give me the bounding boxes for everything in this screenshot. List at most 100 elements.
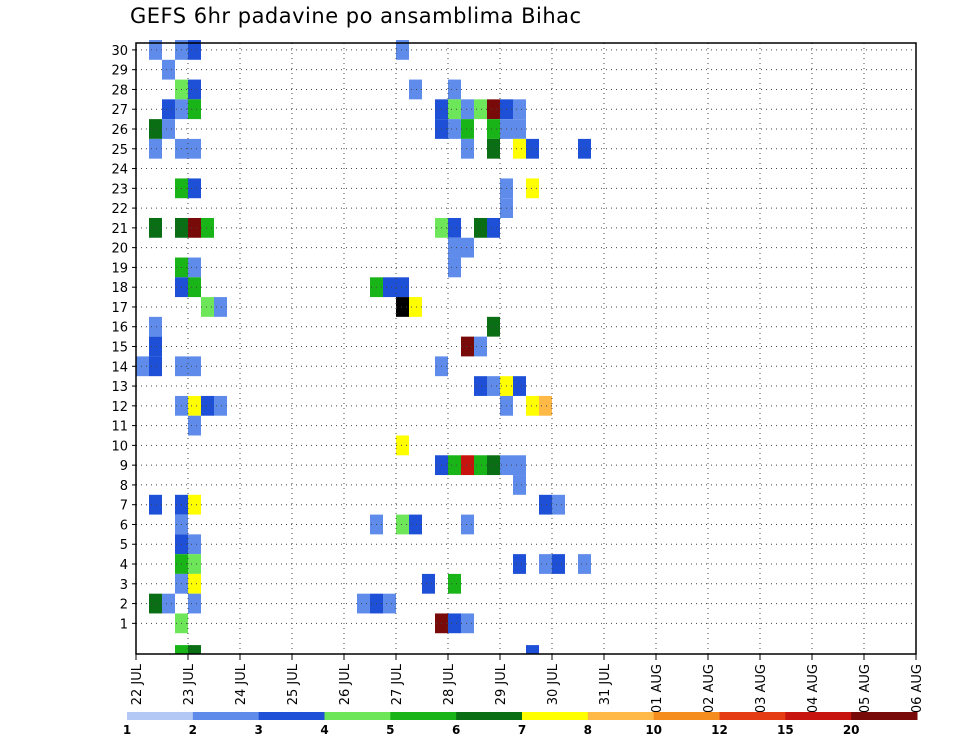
data-cell (214, 297, 227, 317)
data-cell (526, 645, 539, 654)
data-cell (461, 613, 474, 634)
data-cell (422, 573, 435, 594)
data-cell (396, 435, 409, 456)
x-tick-label: 04 AUG (806, 664, 821, 713)
data-cell (188, 395, 201, 416)
data-cell (526, 395, 539, 416)
y-tick-label: 10 (111, 439, 128, 454)
colorbar-segment (653, 712, 720, 720)
data-cell (188, 494, 201, 515)
colorbar-segment (127, 712, 194, 720)
data-cell (188, 40, 201, 60)
data-cell (396, 277, 409, 298)
y-tick-label: 8 (120, 479, 128, 494)
y-tick-label: 6 (120, 518, 128, 533)
data-cell (396, 297, 409, 317)
colorbar-segment (258, 712, 325, 720)
data-cell (188, 593, 201, 614)
x-tick-label: 01 AUG (650, 664, 665, 713)
x-tick-label: 24 JUL (234, 663, 249, 705)
data-cell (474, 336, 487, 357)
data-cell (409, 79, 422, 100)
data-cell (214, 395, 227, 416)
data-cell (526, 178, 539, 199)
x-tick-label: 22 JUL (130, 663, 145, 705)
data-cell (149, 316, 162, 337)
colorbar-segment (851, 712, 918, 720)
data-cell (149, 119, 162, 139)
colorbar-segment (456, 712, 523, 720)
data-cell (487, 138, 500, 159)
data-cell (396, 514, 409, 535)
plot-frame (135, 42, 917, 655)
colorbar-segment (324, 712, 391, 720)
data-cell (149, 356, 162, 377)
data-cell (513, 376, 526, 396)
y-tick-label: 1 (120, 617, 128, 632)
data-cell (448, 455, 461, 476)
colorbar-label: 4 (320, 723, 328, 737)
data-cell (162, 59, 175, 80)
data-cell (448, 217, 461, 238)
data-cell (149, 593, 162, 614)
colorbar-label: 3 (254, 723, 262, 737)
data-cell (461, 138, 474, 159)
data-cell (149, 494, 162, 515)
x-tick-label: 26 JUL (338, 663, 353, 705)
data-cell (448, 257, 461, 278)
y-tick-label: 16 (111, 321, 128, 336)
data-cell (539, 554, 552, 574)
data-cell (487, 119, 500, 139)
y-tick-label: 13 (111, 380, 128, 395)
colorbar-label: 6 (452, 723, 460, 737)
colorbar-segment (719, 712, 786, 720)
data-cell (487, 316, 500, 337)
x-tick-label: 06 AUG (910, 664, 925, 713)
y-tick-label: 28 (111, 83, 128, 98)
data-cell (201, 297, 214, 317)
data-cell (162, 99, 175, 120)
colorbar-label: 7 (518, 723, 526, 737)
data-cell (448, 613, 461, 634)
data-cell (162, 593, 175, 614)
x-tick-label: 30 JUL (546, 663, 561, 705)
x-tick-label: 28 JUL (442, 663, 457, 705)
data-cell (188, 99, 201, 120)
data-cell (188, 257, 201, 278)
data-cell (175, 645, 188, 654)
data-cell (461, 336, 474, 357)
y-tick-label: 22 (111, 202, 128, 217)
y-tick-label: 5 (120, 538, 128, 553)
y-tick-label: 14 (111, 360, 128, 375)
y-tick-label: 3 (120, 578, 128, 593)
data-cell (188, 79, 201, 100)
data-cell (487, 455, 500, 476)
y-tick-label: 18 (111, 281, 128, 296)
y-tick-label: 2 (120, 598, 128, 613)
y-tick-label: 27 (111, 103, 128, 118)
y-tick-label: 9 (120, 459, 128, 474)
data-cell (539, 494, 552, 515)
data-cell (474, 99, 487, 120)
colorbar-segment (522, 712, 589, 720)
data-cell (188, 178, 201, 199)
data-cell (201, 395, 214, 416)
x-tick-label: 29 JUL (494, 663, 509, 705)
data-cell (578, 554, 591, 574)
colorbar-segment (785, 712, 852, 720)
data-cell (383, 593, 396, 614)
colorbar-segment (192, 712, 260, 720)
y-tick-label: 24 (111, 163, 128, 178)
x-tick-label: 02 AUG (702, 664, 717, 713)
data-cell (409, 297, 422, 317)
colorbar-label: 15 (777, 723, 794, 737)
data-cell (448, 119, 461, 139)
data-cell (149, 336, 162, 357)
data-cell (474, 455, 487, 476)
data-cell (474, 217, 487, 238)
data-cell (396, 40, 409, 60)
x-tick-label: 03 AUG (754, 664, 769, 713)
colorbar-segment (390, 712, 457, 720)
x-tick-label: 31 JUL (598, 663, 613, 705)
